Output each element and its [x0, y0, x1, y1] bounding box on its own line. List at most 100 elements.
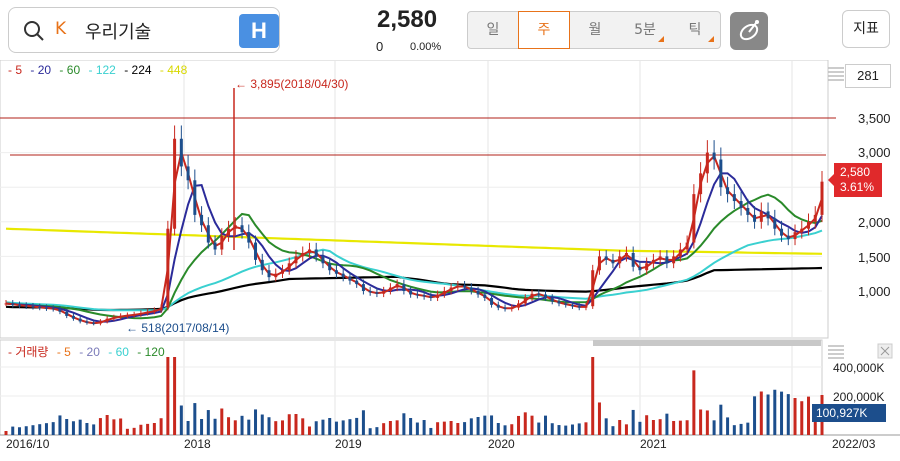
candle	[773, 218, 777, 229]
candle	[4, 303, 8, 305]
candle	[92, 322, 96, 324]
tab-tick[interactable]: 틱	[670, 12, 720, 48]
volume-tick-label: 400,000K	[833, 361, 885, 375]
candle	[544, 294, 548, 298]
candle	[422, 295, 426, 297]
legend-vol-ma-5[interactable]: - 5	[56, 345, 71, 359]
candle	[119, 315, 123, 318]
legend-vol-ma-60[interactable]: - 60	[108, 345, 129, 359]
candle	[294, 256, 298, 264]
volume-bar	[651, 420, 655, 435]
price-chart[interactable]	[0, 60, 900, 461]
candle	[510, 307, 514, 309]
current-price-tag: 2,580 3.61%	[828, 163, 882, 197]
tab-daily[interactable]: 일	[486, 22, 500, 38]
ma-60-line	[5, 193, 823, 320]
candle	[301, 252, 305, 257]
candle	[247, 232, 251, 243]
volume-bar	[348, 419, 352, 435]
volume-bar	[341, 420, 345, 435]
volume-bar	[726, 417, 730, 435]
legend-volume[interactable]: - 거래량	[8, 345, 49, 359]
legend-ma-224[interactable]: - 224	[124, 63, 152, 77]
volume-bar	[146, 423, 150, 435]
volume-bar	[98, 418, 102, 435]
volume-bar	[375, 427, 379, 435]
tab-monthly[interactable]: 월	[588, 22, 602, 38]
volume-bar	[685, 420, 689, 435]
candle	[685, 242, 689, 250]
volume-bar	[44, 423, 48, 435]
x-tick-label: 2021	[640, 437, 667, 451]
legend-ma-5[interactable]: - 5	[8, 63, 23, 77]
volume-bar	[780, 391, 784, 435]
candle	[449, 287, 453, 291]
stock-name[interactable]: 우리기술	[85, 22, 152, 43]
chart-scrollbar[interactable]	[593, 340, 821, 346]
candle	[591, 270, 595, 307]
indicator-button[interactable]: 지표	[842, 10, 890, 48]
low-annotation: ← 518(2017/08/14)	[126, 321, 230, 335]
drawing-tool-button[interactable]	[730, 12, 768, 50]
volume-bar	[166, 357, 170, 435]
volume-bar	[220, 408, 224, 435]
ma-legend[interactable]: - 5 - 20 - 60 - 122 - 224 - 448	[8, 63, 192, 77]
volume-bar	[773, 389, 777, 435]
volume-bar	[483, 415, 487, 435]
x-tick-label: 2018	[184, 437, 211, 451]
candle	[193, 180, 197, 215]
volume-bar	[429, 427, 433, 435]
legend-ma-122[interactable]: - 122	[88, 63, 116, 77]
candle	[793, 232, 797, 240]
volume-legend[interactable]: - 거래량 - 5 - 20 - 60 - 120	[8, 343, 170, 360]
candle	[570, 304, 574, 307]
y-tick-label: 2,000	[858, 215, 891, 230]
h-button[interactable]: H	[239, 14, 279, 48]
stock-search-box[interactable]: K 우리기술 H	[8, 7, 280, 53]
tab-weekly[interactable]: 주	[518, 11, 570, 49]
volume-bar	[807, 396, 811, 435]
volume-bar	[31, 425, 35, 435]
volume-bar	[152, 423, 156, 435]
candle	[651, 259, 655, 264]
header: K 우리기술 H 2,580 0 0.00% 일 주 월 5분 틱 지표	[0, 0, 900, 60]
legend-ma-20[interactable]: - 20	[30, 63, 52, 77]
volume-bar	[173, 357, 177, 435]
candle	[152, 310, 156, 312]
candle	[476, 291, 480, 295]
legend-ma-60[interactable]: - 60	[59, 63, 81, 77]
volume-bar	[11, 426, 15, 435]
volume-bar	[658, 419, 662, 435]
ma-448-line	[5, 227, 823, 255]
candle-count-box[interactable]: 281	[845, 64, 891, 88]
volume-bar	[604, 418, 608, 435]
search-icon[interactable]	[23, 20, 45, 42]
volume-bar	[240, 415, 244, 435]
legend-vol-ma-20[interactable]: - 20	[79, 345, 100, 359]
price-change: 0	[376, 39, 384, 54]
volume-bar	[537, 422, 541, 435]
volume-bar	[402, 413, 406, 435]
volume-bar	[233, 420, 237, 435]
high-annotation: ← 3,895(2018/04/30)	[235, 77, 349, 91]
tab-5min[interactable]: 5분	[620, 12, 670, 48]
legend-ma-448[interactable]: - 448	[159, 63, 188, 77]
candle	[807, 221, 811, 229]
volume-bar	[92, 424, 96, 435]
candle	[98, 321, 102, 324]
candle	[287, 263, 291, 271]
candle	[307, 249, 311, 253]
volume-bar	[254, 409, 258, 435]
period-tabs: 일 주 월 5분 틱	[467, 11, 721, 49]
candle	[813, 214, 817, 222]
candle	[240, 225, 244, 233]
candle	[206, 225, 210, 243]
y-tick-label: 3,000	[858, 145, 891, 160]
candle	[429, 296, 433, 298]
volume-bar	[463, 422, 467, 435]
legend-vol-ma-120[interactable]: - 120	[137, 345, 165, 359]
candle	[732, 194, 736, 202]
volume-bar	[624, 424, 628, 435]
volume-bar	[409, 418, 413, 435]
candle	[631, 252, 635, 267]
